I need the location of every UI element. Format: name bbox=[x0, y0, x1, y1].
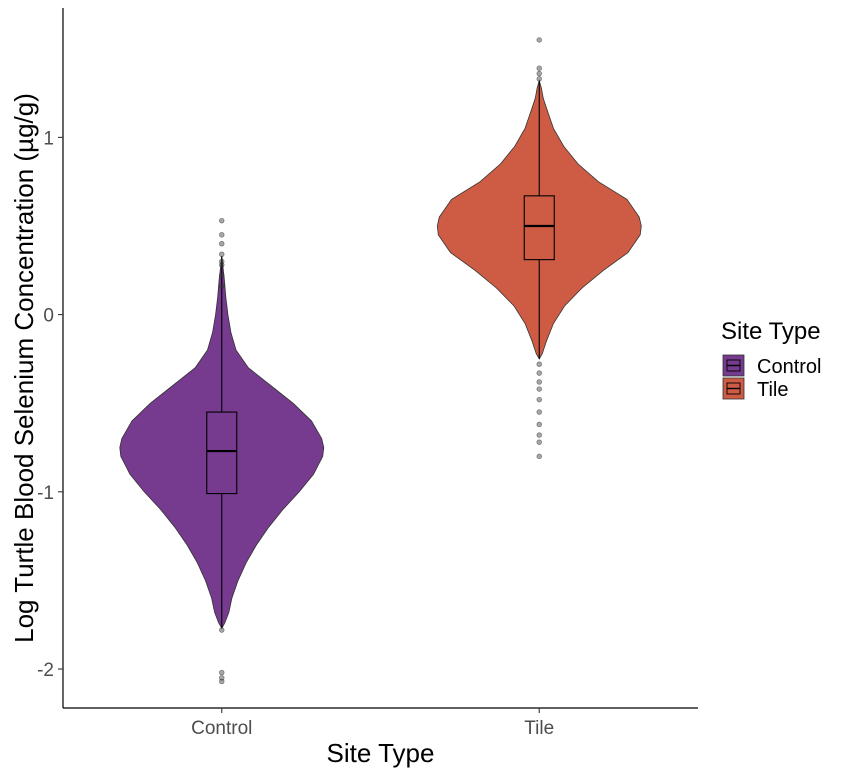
outlier-point bbox=[536, 361, 542, 367]
legend-title: Site Type bbox=[721, 318, 821, 345]
y-tick-label: -1 bbox=[37, 483, 54, 504]
legend-item-tile: Tile bbox=[722, 377, 788, 401]
outlier-point bbox=[219, 675, 225, 681]
x-tick-label: Control bbox=[191, 718, 252, 739]
outlier-point bbox=[536, 409, 542, 415]
outlier-point bbox=[536, 65, 542, 71]
y-tick-label: 1 bbox=[43, 128, 54, 149]
x-axis-title: Site Type bbox=[327, 738, 435, 768]
outlier-point bbox=[536, 37, 542, 43]
legend-item-control: Control bbox=[722, 354, 821, 378]
outlier-point bbox=[219, 669, 225, 676]
outlier-point bbox=[536, 432, 542, 438]
y-axis-ticks: -2 -1 0 1 bbox=[37, 128, 63, 681]
box-tile bbox=[523, 195, 555, 261]
outlier-point bbox=[219, 283, 225, 289]
y-tick-label: 0 bbox=[43, 306, 54, 327]
outlier-point bbox=[536, 370, 542, 376]
plot-area bbox=[119, 37, 642, 685]
outlier-point bbox=[219, 240, 225, 247]
outlier-point bbox=[536, 396, 542, 403]
outlier-point bbox=[536, 379, 542, 385]
outlier-point bbox=[536, 453, 542, 460]
box-control bbox=[206, 411, 238, 495]
outlier-point bbox=[536, 386, 542, 392]
y-tick-label: -2 bbox=[37, 660, 54, 681]
outlier-point bbox=[219, 258, 225, 265]
y-axis-title: Log Turtle Blood Selenium Concentration … bbox=[9, 93, 39, 643]
outlier-point bbox=[536, 70, 542, 77]
outlier-point bbox=[219, 232, 225, 238]
outlier-point bbox=[219, 217, 225, 224]
legend-label: Tile bbox=[757, 379, 788, 401]
outlier-point bbox=[536, 439, 542, 445]
x-axis-ticks: Control Tile bbox=[191, 708, 554, 739]
outlier-point bbox=[219, 272, 225, 279]
outlier-point bbox=[536, 421, 542, 428]
outlier-point bbox=[219, 627, 225, 633]
outlier-point bbox=[219, 251, 225, 258]
outlier-point bbox=[536, 76, 542, 82]
legend-label: Control bbox=[757, 356, 821, 378]
x-tick-label: Tile bbox=[524, 718, 554, 739]
